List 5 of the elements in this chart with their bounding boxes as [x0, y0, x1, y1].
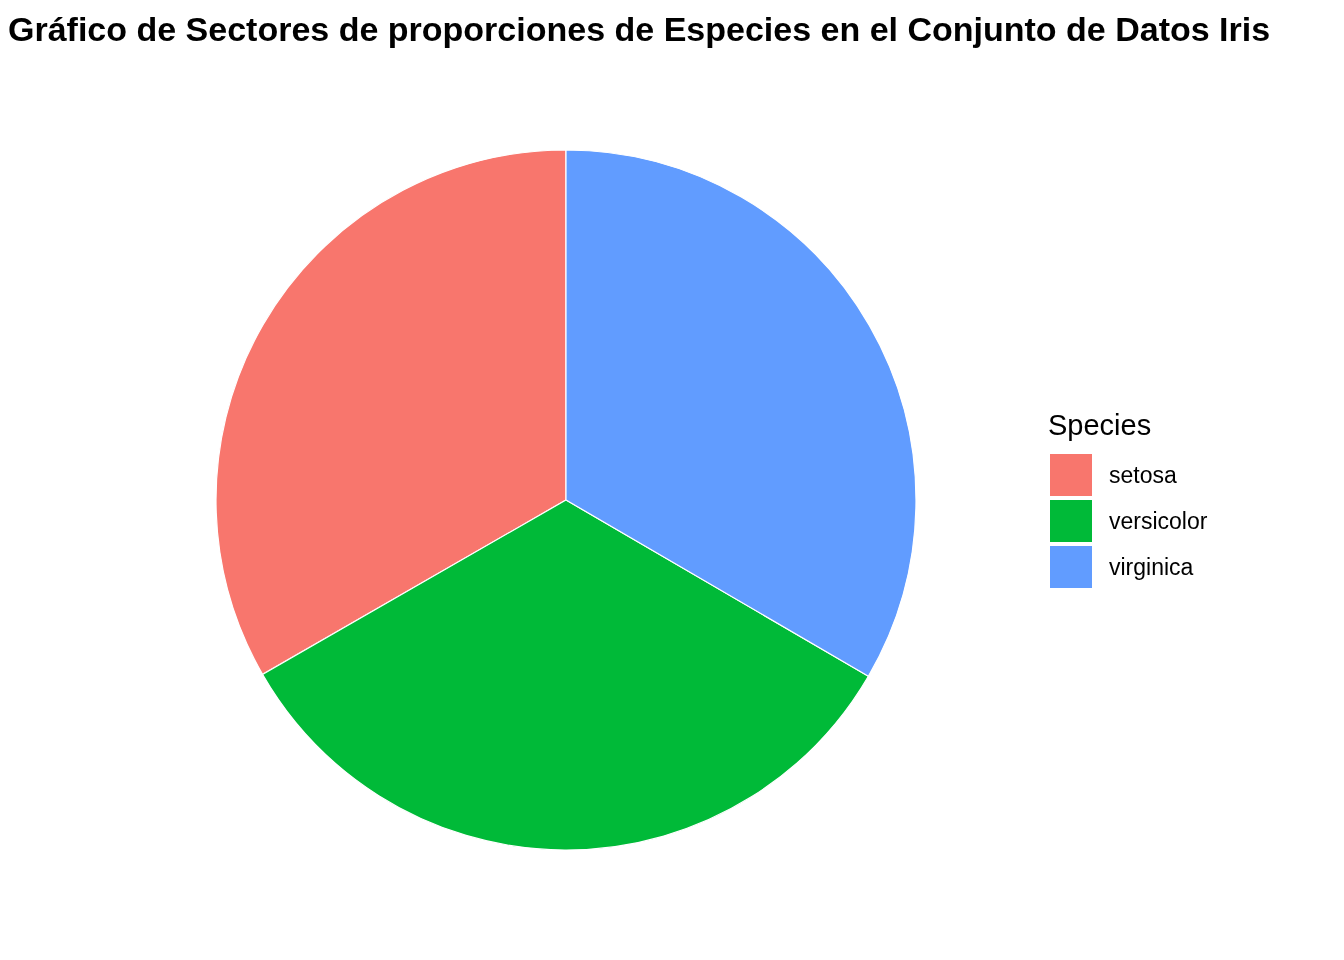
- legend-title: Species: [1048, 409, 1152, 441]
- legend-label: virginica: [1109, 554, 1194, 581]
- chart-title: Gráfico de Sectores de proporciones de Especies en el Conjunto de Datos Iris: [8, 10, 1271, 48]
- legend-label: versicolor: [1109, 508, 1208, 535]
- legend-label: setosa: [1109, 462, 1177, 489]
